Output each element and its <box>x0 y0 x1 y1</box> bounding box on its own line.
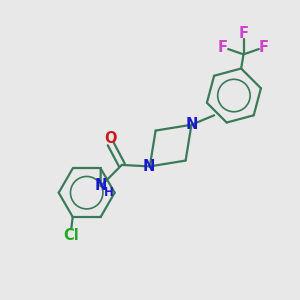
Text: F: F <box>259 40 269 55</box>
Text: F: F <box>238 26 248 41</box>
Text: Cl: Cl <box>63 228 79 243</box>
Text: O: O <box>104 131 116 146</box>
Text: F: F <box>218 40 228 55</box>
Text: N: N <box>186 117 198 132</box>
Text: N: N <box>143 160 155 175</box>
Text: H: H <box>104 185 114 199</box>
Text: N: N <box>94 178 107 193</box>
